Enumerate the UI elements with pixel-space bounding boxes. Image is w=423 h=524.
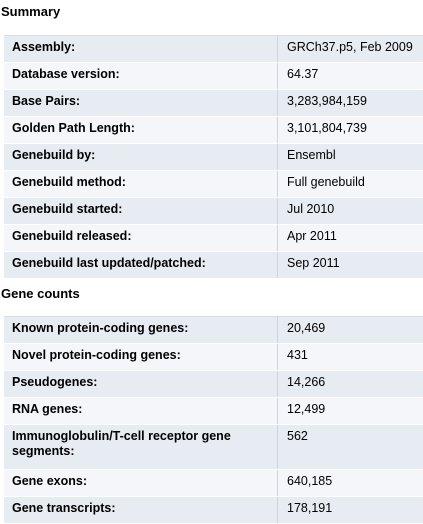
table-row: Database version: 64.37 bbox=[4, 63, 423, 90]
summary-key: Database version: bbox=[4, 63, 278, 90]
gene-count-key: Novel protein-coding genes: bbox=[4, 344, 278, 371]
table-row: Immunoglobulin/T-cell receptor gene segm… bbox=[4, 425, 423, 470]
table-row: Novel protein-coding genes: 431 bbox=[4, 344, 423, 371]
summary-value: Jul 2010 bbox=[278, 198, 423, 225]
table-row: Assembly: GRCh37.p5, Feb 2009 bbox=[4, 36, 423, 63]
summary-value: Apr 2011 bbox=[278, 225, 423, 252]
table-row: Genebuild method: Full genebuild bbox=[4, 171, 423, 198]
summary-value: 3,283,984,159 bbox=[278, 90, 423, 117]
summary-table: Assembly: GRCh37.p5, Feb 2009 Database v… bbox=[4, 35, 423, 279]
summary-value: Full genebuild bbox=[278, 171, 423, 198]
gene-count-value: 178,191 bbox=[278, 497, 423, 524]
summary-key: Genebuild last updated/patched: bbox=[4, 252, 278, 279]
table-row: Known protein-coding genes: 20,469 bbox=[4, 317, 423, 344]
table-row: Genebuild released: Apr 2011 bbox=[4, 225, 423, 252]
summary-value: Sep 2011 bbox=[278, 252, 423, 279]
gene-count-key: Pseudogenes: bbox=[4, 371, 278, 398]
gene-counts-table: Known protein-coding genes: 20,469 Novel… bbox=[4, 316, 423, 524]
gene-count-key: Gene transcripts: bbox=[4, 497, 278, 524]
summary-key: Golden Path Length: bbox=[4, 117, 278, 144]
table-row: Gene transcripts: 178,191 bbox=[4, 497, 423, 524]
table-row: Genebuild last updated/patched: Sep 2011 bbox=[4, 252, 423, 279]
summary-key: Assembly: bbox=[4, 36, 278, 63]
table-row: Gene exons: 640,185 bbox=[4, 470, 423, 497]
table-row: Genebuild started: Jul 2010 bbox=[4, 198, 423, 225]
table-row: Genebuild by: Ensembl bbox=[4, 144, 423, 171]
summary-key: Genebuild by: bbox=[4, 144, 278, 171]
gene-count-value: 14,266 bbox=[278, 371, 423, 398]
table-row: Golden Path Length: 3,101,804,739 bbox=[4, 117, 423, 144]
gene-count-value: 431 bbox=[278, 344, 423, 371]
summary-key: Genebuild method: bbox=[4, 171, 278, 198]
summary-value: 64.37 bbox=[278, 63, 423, 90]
table-row: Pseudogenes: 14,266 bbox=[4, 371, 423, 398]
gene-count-key: RNA genes: bbox=[4, 398, 278, 425]
gene-count-value: 562 bbox=[278, 425, 423, 470]
gene-count-key: Gene exons: bbox=[4, 470, 278, 497]
summary-key: Base Pairs: bbox=[4, 90, 278, 117]
summary-value: 3,101,804,739 bbox=[278, 117, 423, 144]
table-row: Base Pairs: 3,283,984,159 bbox=[4, 90, 423, 117]
summary-key: Genebuild started: bbox=[4, 198, 278, 225]
summary-value: Ensembl bbox=[278, 144, 423, 171]
gene-count-key: Known protein-coding genes: bbox=[4, 317, 278, 344]
gene-count-value: 12,499 bbox=[278, 398, 423, 425]
gene-count-value: 640,185 bbox=[278, 470, 423, 497]
gene-counts-heading: Gene counts bbox=[0, 284, 80, 304]
table-row: RNA genes: 12,499 bbox=[4, 398, 423, 425]
summary-key: Genebuild released: bbox=[4, 225, 278, 252]
gene-count-value: 20,469 bbox=[278, 317, 423, 344]
summary-value: GRCh37.p5, Feb 2009 bbox=[278, 36, 423, 63]
summary-heading: Summary bbox=[0, 2, 60, 22]
gene-count-key: Immunoglobulin/T-cell receptor gene segm… bbox=[4, 425, 278, 470]
